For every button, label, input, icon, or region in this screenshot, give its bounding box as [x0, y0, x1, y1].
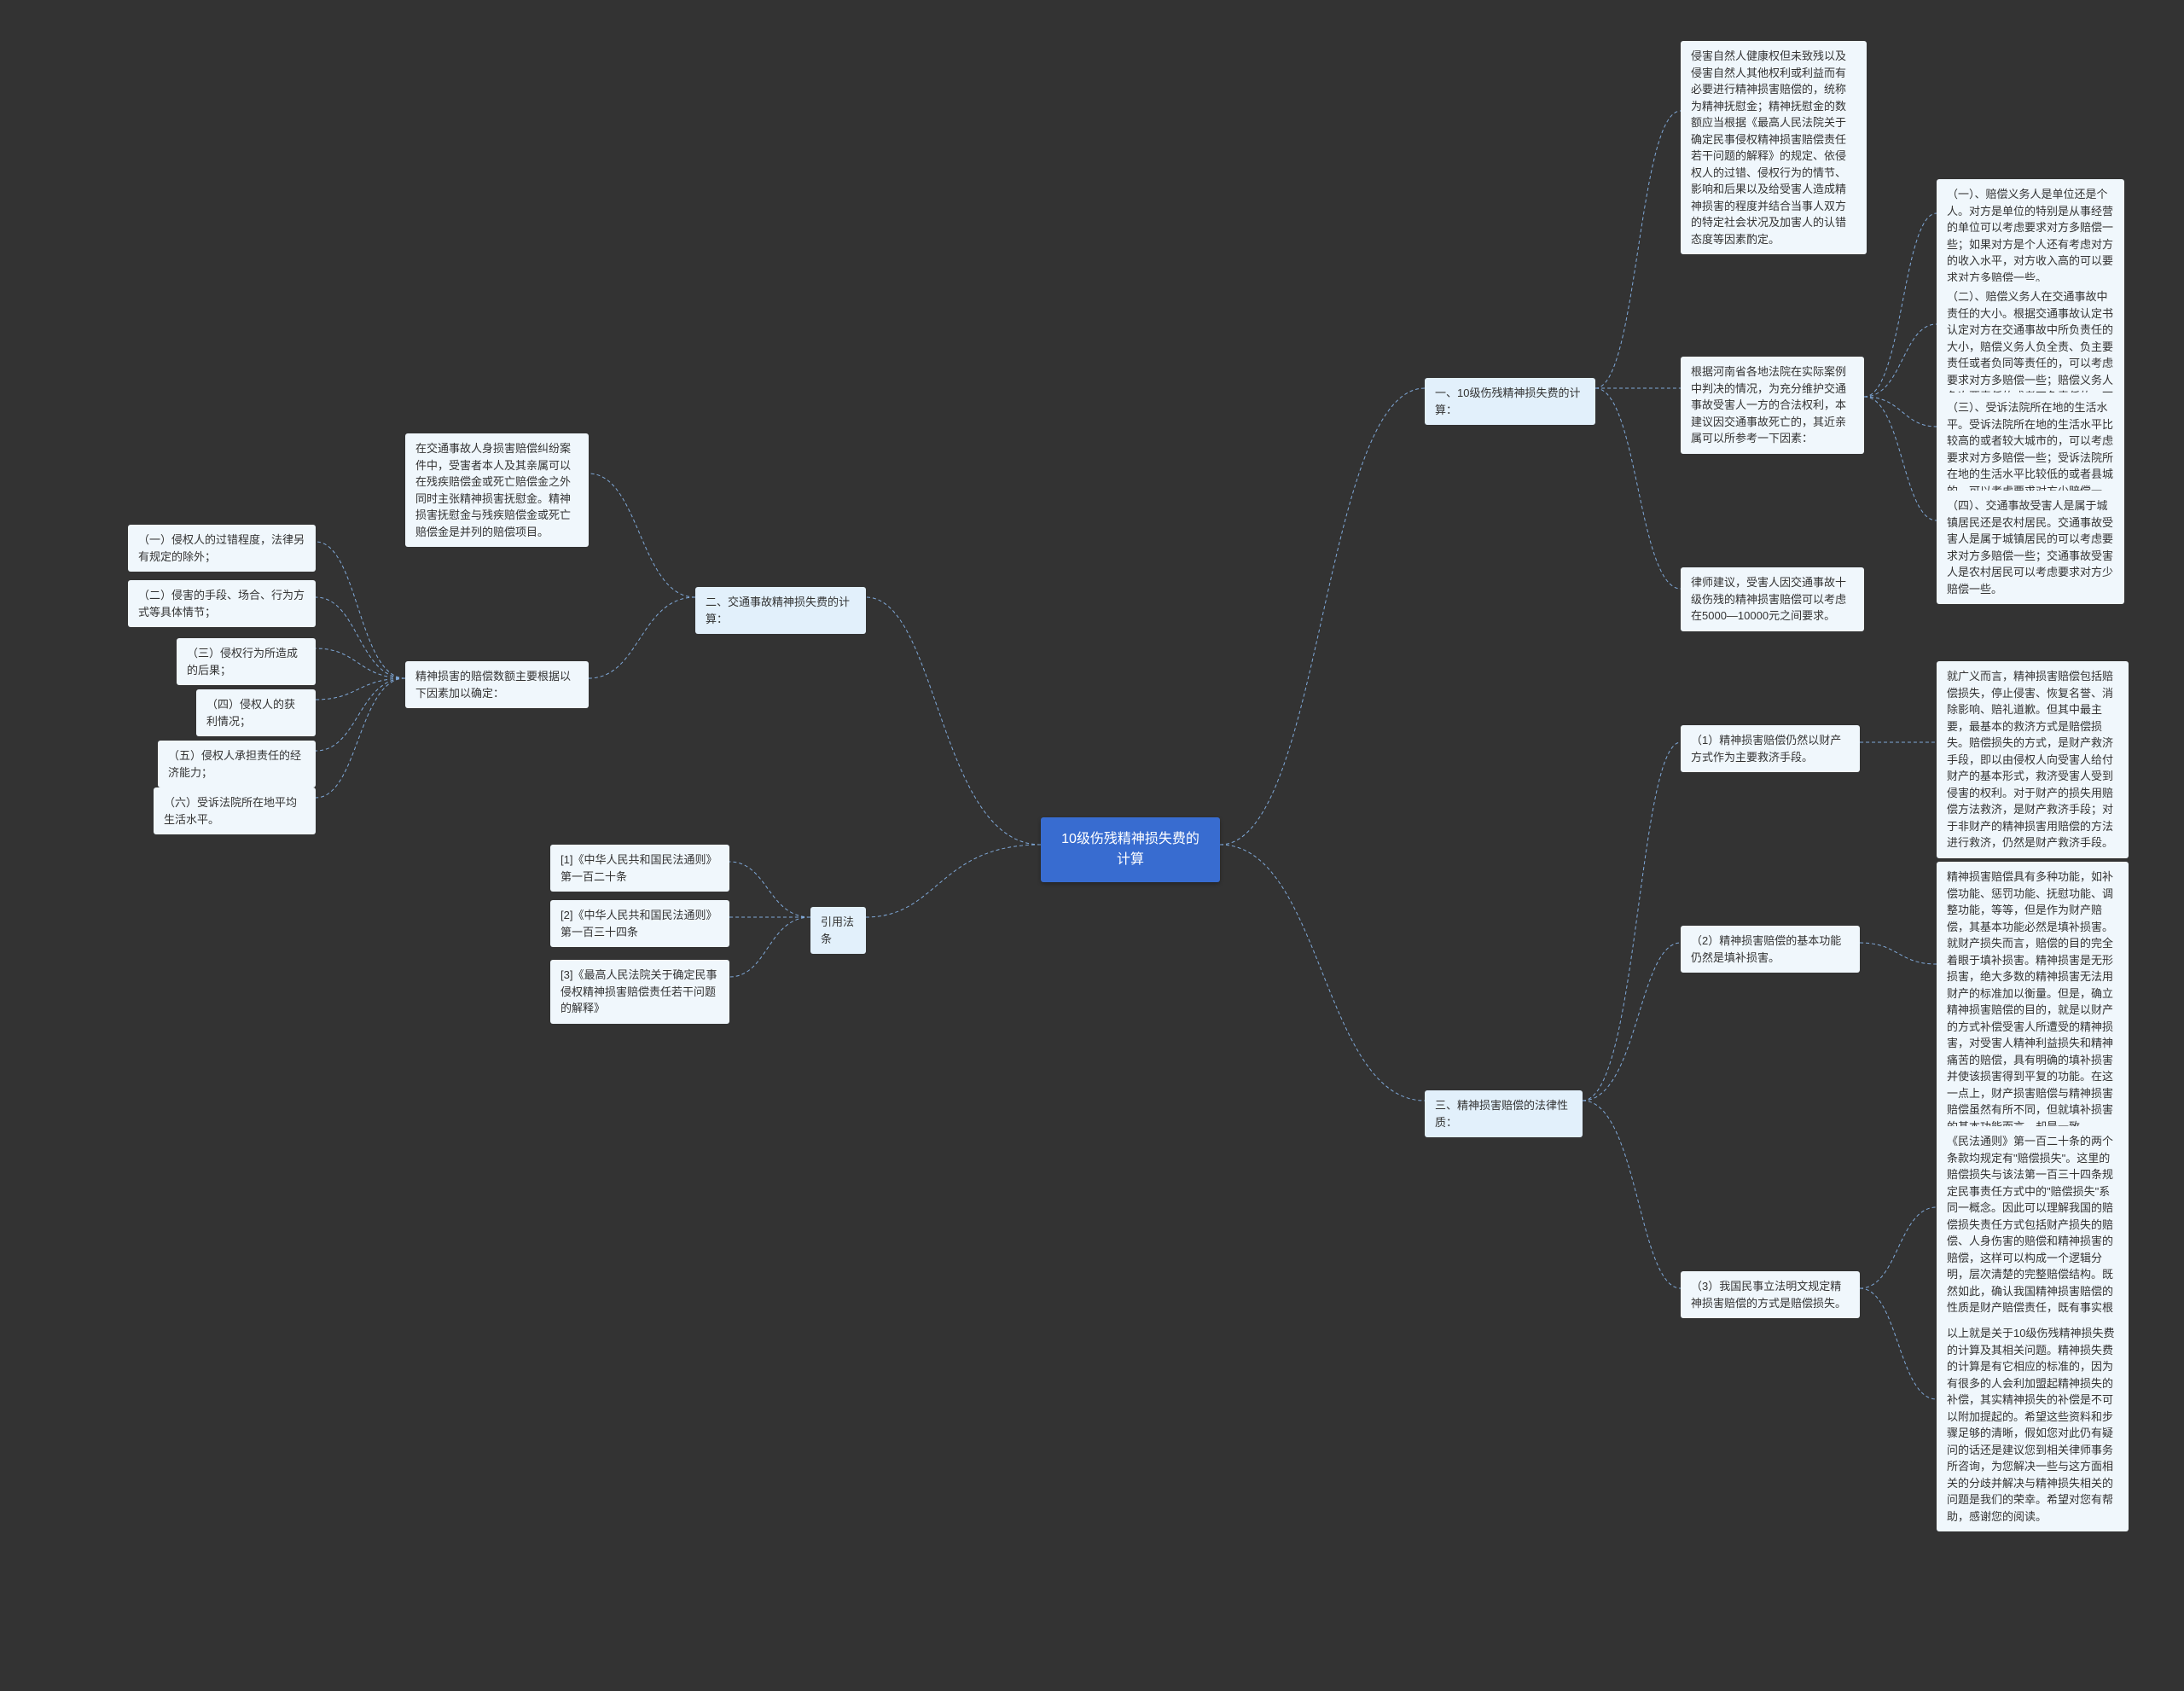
branch1-n1: 侵害自然人健康权但未致残以及侵害自然人其他权利或利益而有必要进行精神损害赔偿的，…: [1681, 41, 1867, 254]
branch1-n2-4: （四）、交通事故受害人是属于城镇居民还是农村居民。交通事故受害人是属于城镇居民的…: [1937, 491, 2124, 604]
branch2-n2-3: （三）侵权行为所造成的后果；: [177, 638, 316, 685]
root-node[interactable]: 10级伤残精神损失费的计算: [1041, 817, 1220, 882]
branch2-n2-5: （五）侵权人承担责任的经济能力；: [158, 741, 316, 787]
branch2-title[interactable]: 二、交通事故精神损失费的计算：: [695, 587, 866, 634]
branch3-n3: （3）我国民事立法明文规定精神损害赔偿的方式是赔偿损失。: [1681, 1271, 1860, 1318]
branch2-n2-1: （一）侵权人的过错程度，法律另有规定的除外；: [128, 525, 316, 572]
branch2-n1: 在交通事故人身损害赔偿纠纷案件中，受害者本人及其亲属可以在残疾赔偿金或死亡赔偿金…: [405, 433, 589, 547]
branch3-n1d: 就广义而言，精神损害赔偿包括赔偿损失，停止侵害、恢复名誉、消除影响、赔礼道歉。但…: [1937, 661, 2129, 858]
branch1-n3: 律师建议，受害人因交通事故十级伤残的精神损害赔偿可以考虑在5000—10000元…: [1681, 567, 1864, 631]
branch3-n2: （2）精神损害赔偿的基本功能仍然是填补损害。: [1681, 926, 1860, 973]
branch3-n2d: 精神损害赔偿具有多种功能，如补偿功能、惩罚功能、抚慰功能、调整功能，等等，但是作…: [1937, 862, 2129, 1142]
branch4-title[interactable]: 引用法条: [810, 907, 866, 954]
branch2-n2-4: （四）侵权人的获利情况；: [196, 689, 316, 736]
branch2-n2-2: （二）侵害的手段、场合、行为方式等具体情节；: [128, 580, 316, 627]
branch3-n3d1: 《民法通则》第一百二十条的两个条款均规定有"赔偿损失"。这里的赔偿损失与该法第一…: [1937, 1126, 2129, 1339]
branch3-n3d2: 以上就是关于10级伤残精神损失费的计算及其相关问题。精神损失费的计算是有它相应的…: [1937, 1318, 2129, 1531]
branch4-n3: [3]《最高人民法院关于确定民事侵权精神损害赔偿责任若干问题的解释》: [550, 960, 729, 1024]
branch1-title[interactable]: 一、10级伤残精神损失费的计算：: [1425, 378, 1595, 425]
branch4-n2: [2]《中华人民共和国民法通则》第一百三十四条: [550, 900, 729, 947]
branch1-n2: 根据河南省各地法院在实际案例中判决的情况，为充分维护交通事故受害人一方的合法权利…: [1681, 357, 1864, 454]
branch2-n2: 精神损害的赔偿数额主要根据以下因素加以确定：: [405, 661, 589, 708]
branch2-n2-6: （六）受诉法院所在地平均生活水平。: [154, 787, 316, 834]
branch3-n1: （1）精神损害赔偿仍然以财产方式作为主要救济手段。: [1681, 725, 1860, 772]
branch4-n1: [1]《中华人民共和国民法通则》第一百二十条: [550, 845, 729, 892]
branch1-n2-1: （一）、赔偿义务人是单位还是个人。对方是单位的特别是从事经营的单位可以考虑要求对…: [1937, 179, 2124, 293]
branch3-title[interactable]: 三、精神损害赔偿的法律性质：: [1425, 1090, 1583, 1137]
